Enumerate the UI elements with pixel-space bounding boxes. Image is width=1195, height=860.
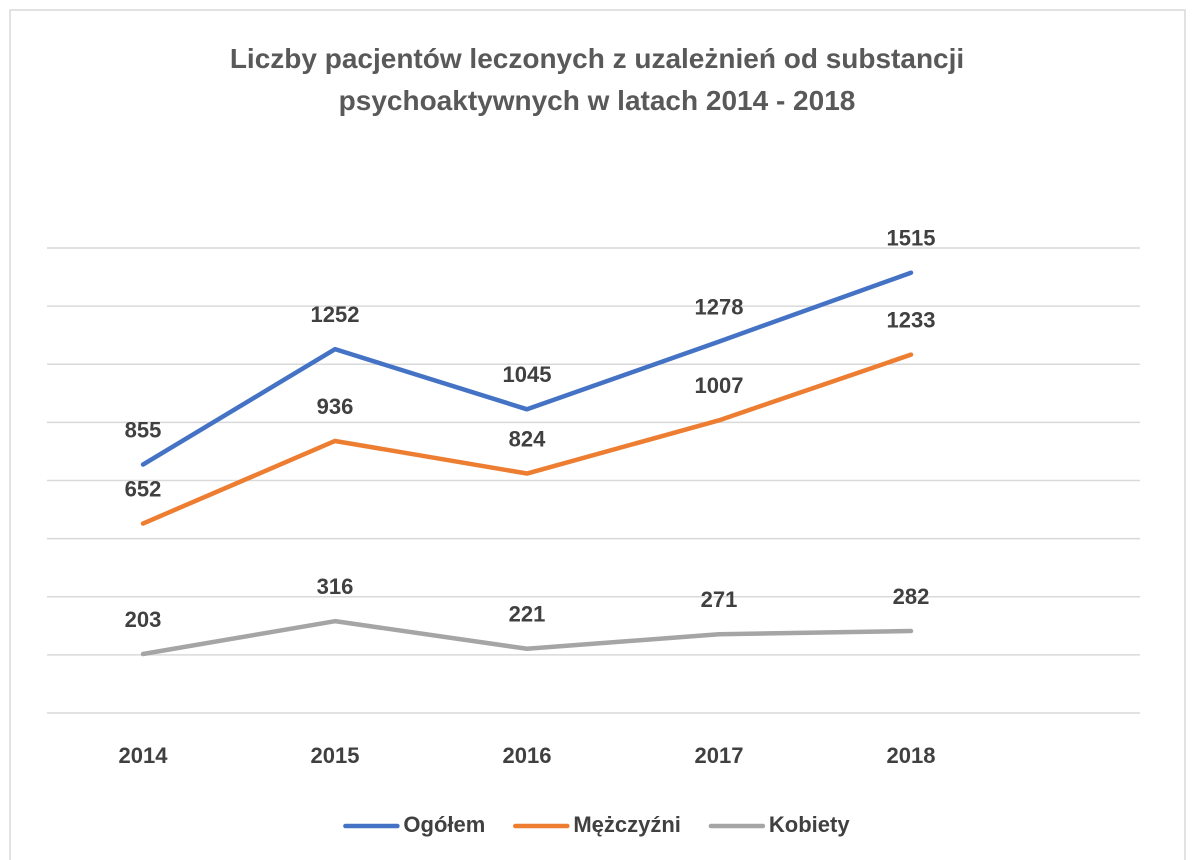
legend-label: Ogółem [403,812,485,837]
data-label: 652 [125,476,162,501]
data-line [140,618,914,657]
data-label: 936 [317,394,354,419]
x-tick-label: 2017 [695,743,744,768]
x-tick-label: 2018 [887,743,936,768]
x-tick-label: 2015 [311,743,360,768]
chart-border [9,9,1186,860]
data-line [140,270,914,467]
chart-title: Liczby pacjentów leczonych z uzależnień … [229,43,965,116]
x-tick-label: 2014 [119,743,169,768]
data-label: 1252 [311,302,360,327]
data-label: 1515 [887,226,936,251]
legend-label: Mężczyźni [573,812,681,837]
data-label: 1045 [503,362,552,387]
legend-label: Kobiety [769,812,850,837]
data-label: 1278 [695,294,744,319]
data-line [140,352,914,526]
data-label: 855 [125,417,162,442]
data-label: 271 [701,587,738,612]
data-label: 316 [317,574,354,599]
data-label: 1007 [695,373,744,398]
data-label: 203 [125,607,162,632]
data-label: 824 [509,426,546,451]
data-label: 1233 [887,307,936,332]
data-label: 282 [893,584,930,609]
data-label: 221 [509,602,546,627]
x-tick-label: 2016 [503,743,552,768]
